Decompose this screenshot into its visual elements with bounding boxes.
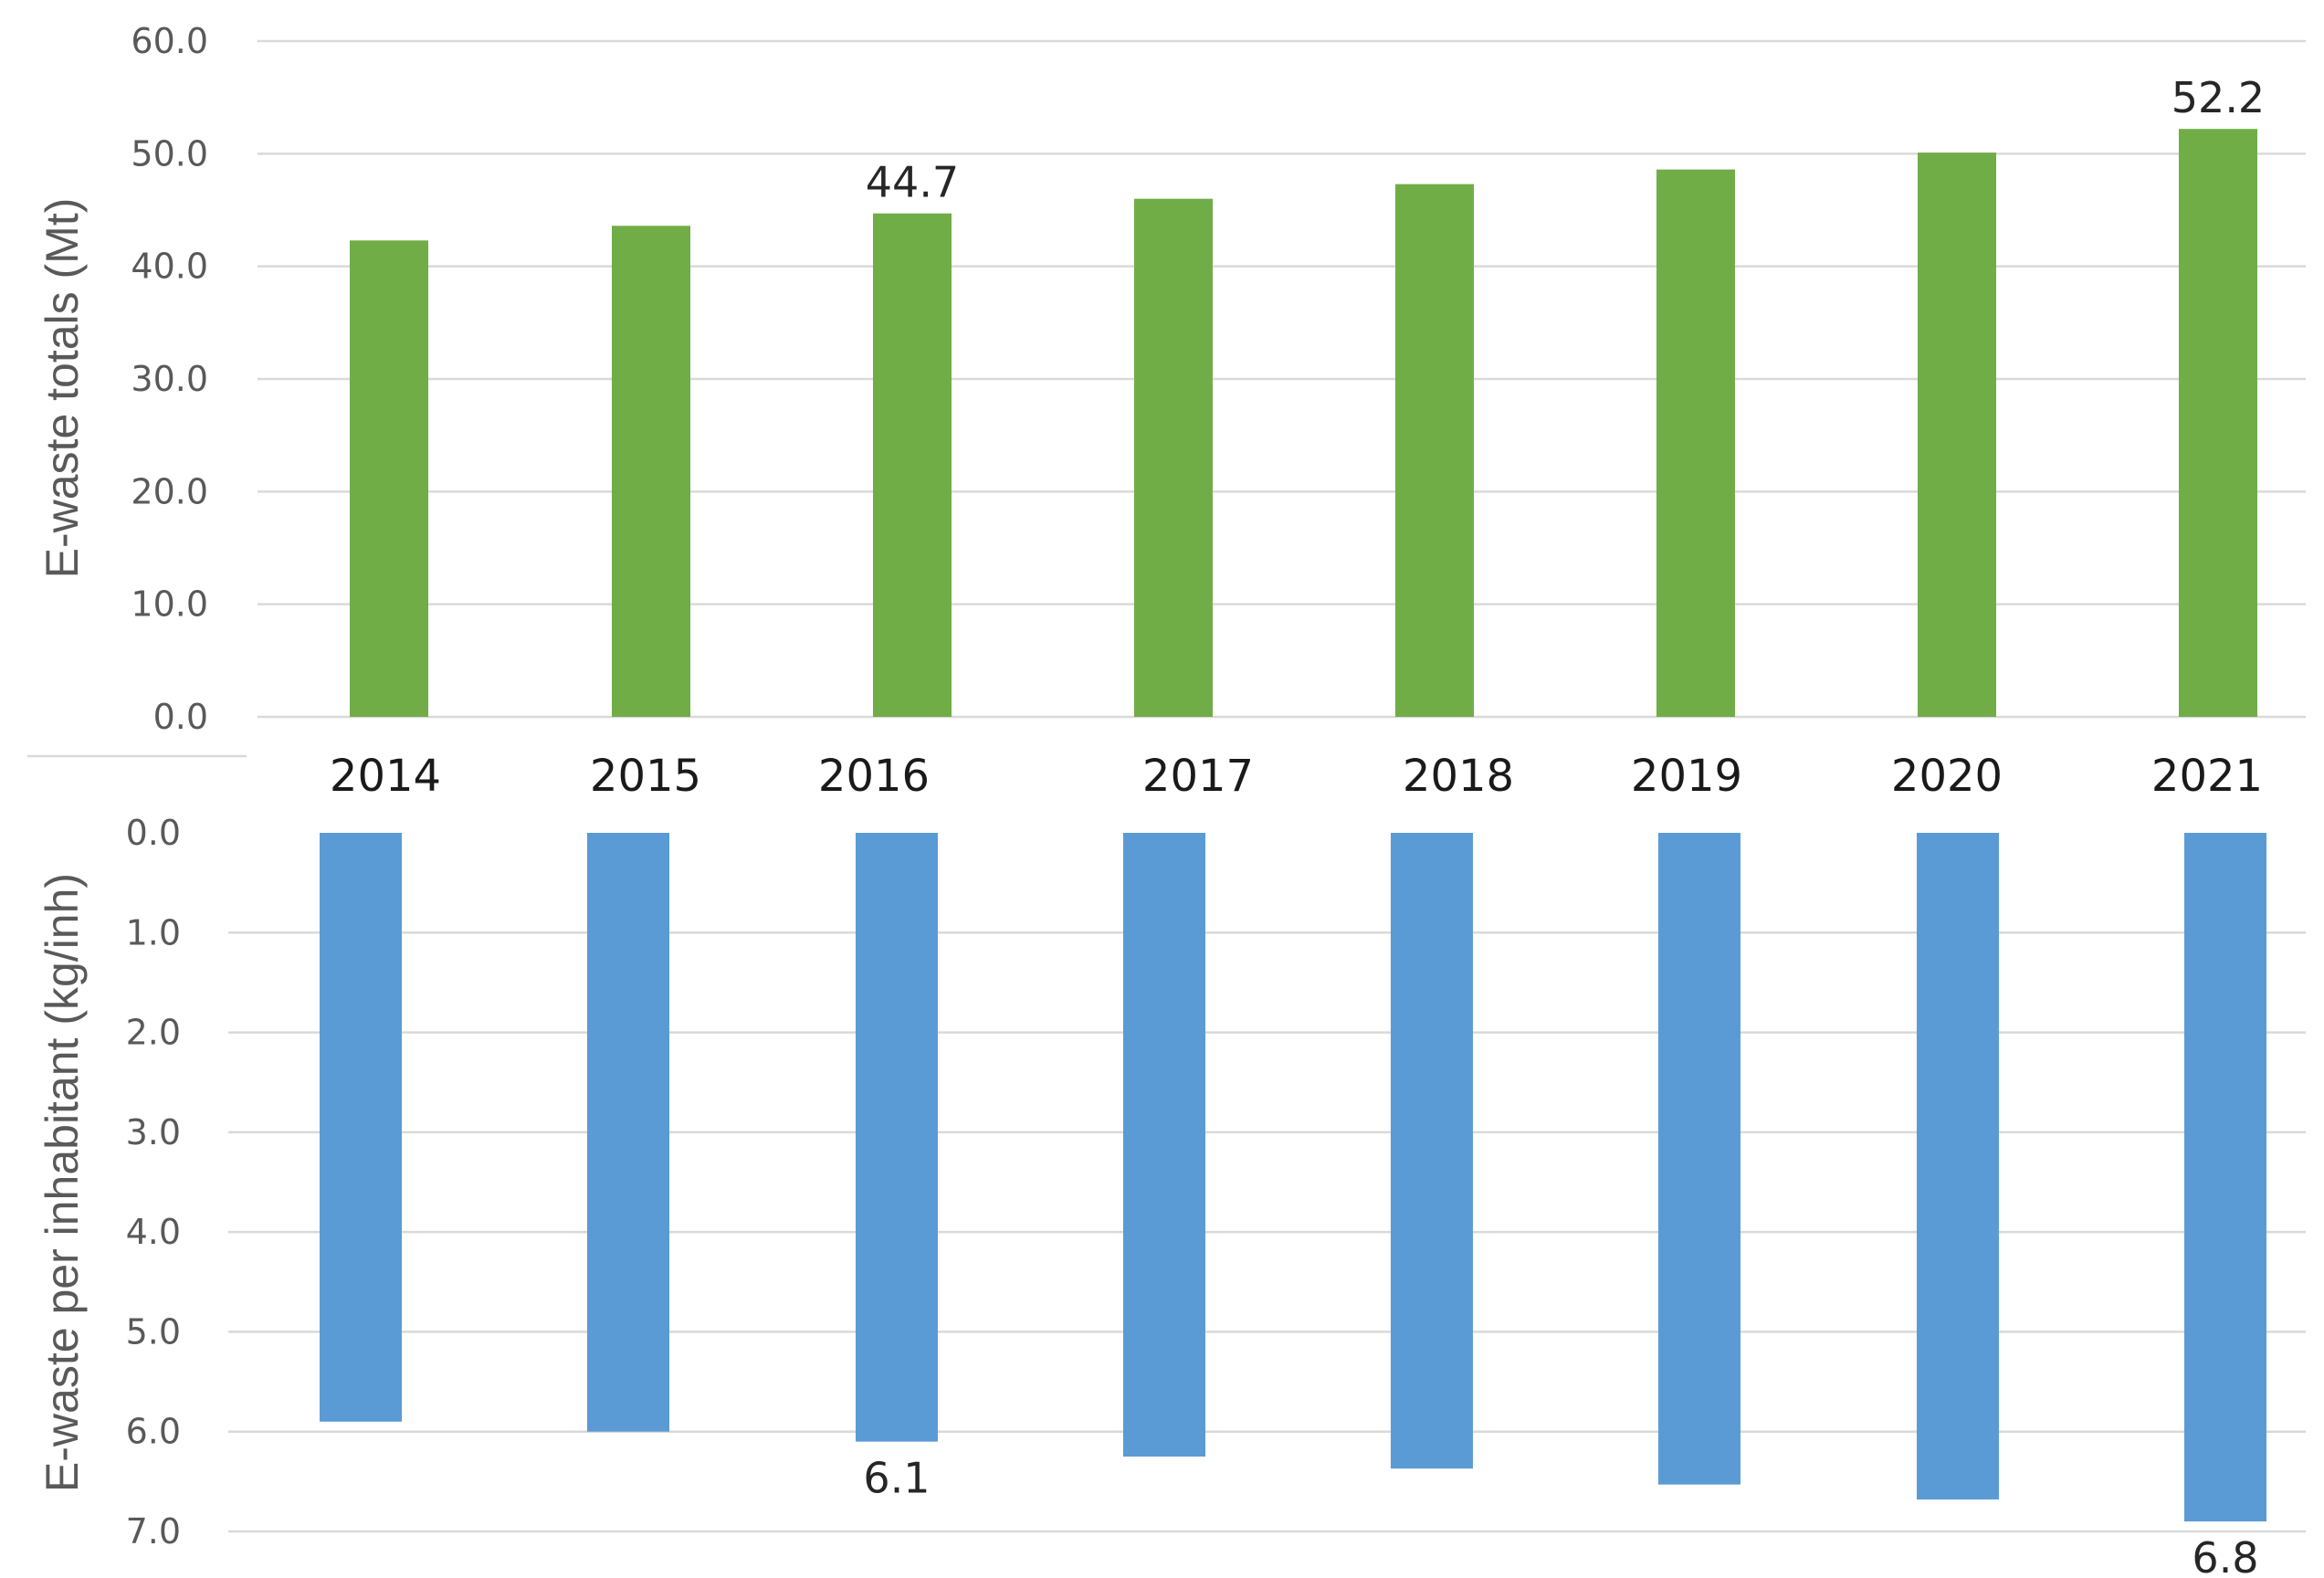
year-label-2016: 2016 bbox=[818, 751, 930, 802]
bottom-y-tick-label: 3.0 bbox=[126, 1112, 181, 1152]
bottom-y-tick-label: 6.0 bbox=[126, 1412, 181, 1452]
top-data-label-2016: 44.7 bbox=[866, 158, 959, 207]
year-label-2017: 2017 bbox=[1142, 751, 1254, 802]
top-y-axis-title: E-waste totals (Mt) bbox=[37, 198, 88, 579]
bottom-bar-2017 bbox=[1123, 833, 1205, 1457]
year-label-2020: 2020 bbox=[1891, 751, 2003, 802]
bottom-bar-2018 bbox=[1391, 833, 1473, 1469]
top-bar-2021 bbox=[2179, 129, 2257, 717]
top-bar-2018 bbox=[1395, 184, 1474, 718]
bottom-chart-panel: 0.0 1.0 2.0 3.0 4.0 5.0 6.0 7.0 6.1 6.8 bbox=[126, 813, 2306, 1578]
top-y-tick-label: 40.0 bbox=[131, 247, 208, 287]
top-bar-2016 bbox=[873, 213, 952, 717]
bottom-bar-2021 bbox=[2184, 833, 2266, 1522]
top-data-label-2021: 52.2 bbox=[2172, 73, 2265, 122]
bottom-bar-2019 bbox=[1658, 833, 1740, 1485]
bottom-y-tick-label: 2.0 bbox=[126, 1013, 181, 1053]
top-y-tick-label: 0.0 bbox=[153, 697, 208, 737]
bottom-data-label-2016: 6.1 bbox=[863, 1454, 930, 1503]
bottom-y-tick-label: 4.0 bbox=[126, 1212, 181, 1252]
year-label-2019: 2019 bbox=[1631, 751, 1742, 802]
top-y-tick-label: 60.0 bbox=[131, 21, 208, 61]
year-label-2018: 2018 bbox=[1403, 751, 1514, 802]
bottom-y-axis-title: E-waste per inhabitant (kg/inh) bbox=[37, 873, 88, 1492]
top-y-tick-label: 10.0 bbox=[131, 584, 208, 625]
top-y-tick-label: 50.0 bbox=[131, 133, 208, 174]
top-y-tick-label: 20.0 bbox=[131, 471, 208, 511]
bottom-y-tick-label: 5.0 bbox=[126, 1311, 181, 1352]
top-chart-panel: 0.0 10.0 20.0 30.0 40.0 50.0 60.0 44.7 52.2 bbox=[131, 21, 2306, 737]
bottom-bar-2020 bbox=[1917, 833, 1999, 1500]
top-bar-2020 bbox=[1918, 153, 1996, 718]
top-bar-2015 bbox=[612, 226, 690, 717]
year-label-2014: 2014 bbox=[330, 751, 441, 802]
bottom-y-tick-label: 1.0 bbox=[126, 912, 181, 952]
bottom-bar-2016 bbox=[856, 833, 938, 1442]
year-label-2015: 2015 bbox=[590, 751, 701, 802]
bottom-data-label-2021: 6.8 bbox=[2192, 1533, 2258, 1578]
bottom-y-tick-label: 0.0 bbox=[126, 813, 181, 853]
top-bar-2014 bbox=[350, 240, 428, 717]
top-bar-2017 bbox=[1134, 198, 1213, 717]
top-y-tick-label: 30.0 bbox=[131, 359, 208, 399]
year-label-2021: 2021 bbox=[2151, 751, 2263, 802]
top-bar-2019 bbox=[1656, 169, 1735, 718]
bottom-bar-2014 bbox=[320, 833, 402, 1422]
year-axis-labels: 2014 2015 2016 2017 2018 2019 2020 2021 bbox=[330, 751, 2263, 802]
bottom-y-tick-label: 7.0 bbox=[126, 1511, 181, 1552]
bottom-bar-2015 bbox=[587, 833, 669, 1432]
